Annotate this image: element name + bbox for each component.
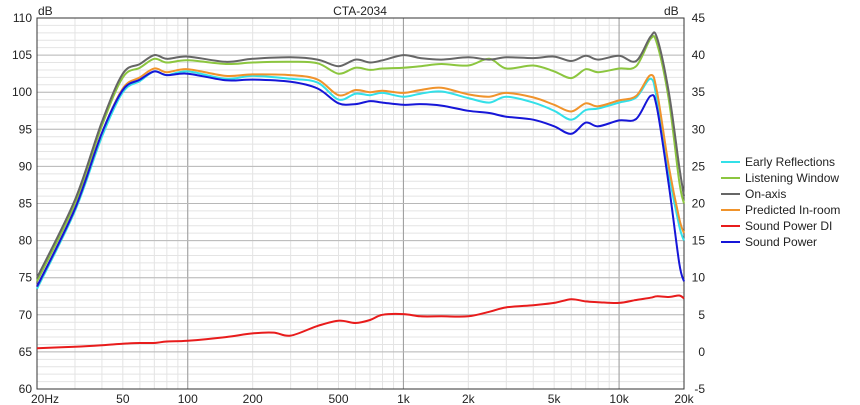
right-tick-label: 20 bbox=[692, 197, 706, 211]
left-tick-label: 90 bbox=[19, 159, 33, 173]
legend-label: Early Reflections bbox=[745, 155, 835, 169]
x-tick-label: 1k bbox=[397, 392, 411, 405]
series-line-sound-power-di bbox=[36, 294, 685, 350]
x-tick-label: 20k bbox=[674, 392, 694, 405]
x-tick-label: 20Hz bbox=[31, 392, 59, 405]
left-tick-labels: 60 65 70 75 80 85 90 95 100 105 110 bbox=[12, 11, 32, 396]
left-tick-label: 70 bbox=[19, 308, 33, 322]
legend-label: Predicted In-room bbox=[745, 203, 840, 217]
series-line-sound-power bbox=[36, 70, 685, 288]
right-tick-label: 10 bbox=[692, 271, 706, 285]
series-layer bbox=[36, 31, 685, 350]
left-tick-label: 85 bbox=[19, 197, 33, 211]
right-axis-unit: dB bbox=[664, 4, 679, 18]
x-tick-labels: 20Hz 50 100 200 500 1k 2k 5k 10k 20k bbox=[31, 392, 695, 405]
right-tick-label: 40 bbox=[692, 48, 706, 62]
series-line-on-axis bbox=[36, 31, 685, 279]
right-tick-label: 5 bbox=[698, 308, 705, 322]
legend-label: Sound Power DI bbox=[745, 219, 832, 233]
right-tick-label: -5 bbox=[694, 382, 705, 396]
series-line-listening-window bbox=[36, 35, 685, 282]
left-tick-label: 75 bbox=[19, 271, 33, 285]
right-tick-labels: -5 0 5 10 15 20 25 30 35 40 45 bbox=[692, 11, 706, 396]
left-tick-label: 110 bbox=[13, 11, 32, 25]
left-tick-label: 65 bbox=[19, 345, 33, 359]
x-tick-label: 10k bbox=[609, 392, 629, 405]
left-axis-unit: dB bbox=[38, 4, 53, 18]
series-line-predicted-in-room bbox=[36, 67, 685, 288]
right-tick-label: 25 bbox=[692, 159, 706, 173]
right-tick-label: 35 bbox=[692, 85, 706, 99]
left-tick-label: 100 bbox=[12, 85, 32, 99]
left-tick-label: 95 bbox=[19, 122, 33, 136]
x-tick-label: 500 bbox=[328, 392, 348, 405]
right-tick-label: 15 bbox=[692, 234, 706, 248]
right-tick-label: 0 bbox=[698, 345, 705, 359]
legend: Early Reflections Listening Window On-axis… bbox=[721, 155, 840, 249]
left-tick-label: 60 bbox=[19, 382, 33, 396]
x-tick-label: 5k bbox=[548, 392, 562, 405]
left-tick-label: 105 bbox=[12, 48, 32, 62]
x-tick-label: 200 bbox=[243, 392, 263, 405]
legend-label: Sound Power bbox=[745, 235, 817, 249]
chart-title: CTA-2034 bbox=[333, 4, 387, 18]
right-tick-label: 45 bbox=[692, 11, 706, 25]
x-tick-label: 50 bbox=[116, 392, 130, 405]
right-tick-label: 30 bbox=[692, 122, 706, 136]
legend-label: On-axis bbox=[745, 187, 786, 201]
x-tick-label: 100 bbox=[178, 392, 198, 405]
legend-label: Listening Window bbox=[745, 171, 839, 185]
x-tick-label: 2k bbox=[462, 392, 476, 405]
left-tick-label: 80 bbox=[19, 234, 33, 248]
